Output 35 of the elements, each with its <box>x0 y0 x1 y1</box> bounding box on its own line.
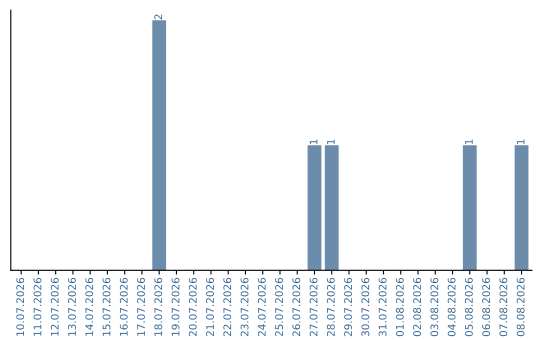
data-label: 2 <box>154 14 162 20</box>
x-tick-label: 28.07.2026 <box>326 278 335 336</box>
x-tick-label: 21.07.2026 <box>206 278 214 336</box>
x-tick-label: 22.07.2026 <box>223 278 232 336</box>
x-tick-label: 16.07.2026 <box>120 278 128 336</box>
x-tick-label: 04.08.2026 <box>448 278 456 336</box>
x-tick-label: 26.07.2026 <box>292 278 300 336</box>
x-tick-label: 01.08.2026 <box>396 278 404 336</box>
x-tick-label: 06.08.2026 <box>482 278 490 336</box>
x-tick-label: 02.08.2026 <box>413 278 422 336</box>
data-label: 1 <box>327 140 335 144</box>
x-tick-label: 18.07.2026 <box>154 278 162 336</box>
x-tick-label: 15.07.2026 <box>102 278 110 336</box>
x-tick-label: 07.08.2026 <box>499 278 508 336</box>
x-tick-label: 11.07.2026 <box>34 278 42 336</box>
x-tick-label: 13.07.2026 <box>68 278 76 336</box>
x-tick-label: 24.07.2026 <box>258 278 266 336</box>
x-tick-label: 14.07.2026 <box>85 278 94 336</box>
x-tick-label: 12.07.2026 <box>50 278 59 336</box>
x-tick-label: 08.08.2026 <box>516 278 525 336</box>
x-tick-label: 30.07.2026 <box>361 278 370 336</box>
data-label: 1 <box>465 140 473 144</box>
x-tick-label: 05.08.2026 <box>464 278 473 336</box>
x-tick-label: 23.07.2026 <box>240 278 248 336</box>
x-tick-label: 25.07.2026 <box>275 278 283 336</box>
data-label: 1 <box>310 140 318 144</box>
data-label: 1 <box>516 140 524 144</box>
x-tick-label: 31.07.2026 <box>378 278 387 336</box>
x-tick-label: 10.07.2026 <box>16 278 24 336</box>
x-tick-label: 20.07.2026 <box>188 278 197 336</box>
x-tick-label: 19.07.2026 <box>172 278 180 336</box>
x-tick-label: 29.07.2026 <box>344 278 352 336</box>
x-tick-label: 17.07.2026 <box>137 278 145 336</box>
x-tick-label: 03.08.2026 <box>430 278 438 336</box>
x-tick-label: 27.07.2026 <box>310 278 318 336</box>
